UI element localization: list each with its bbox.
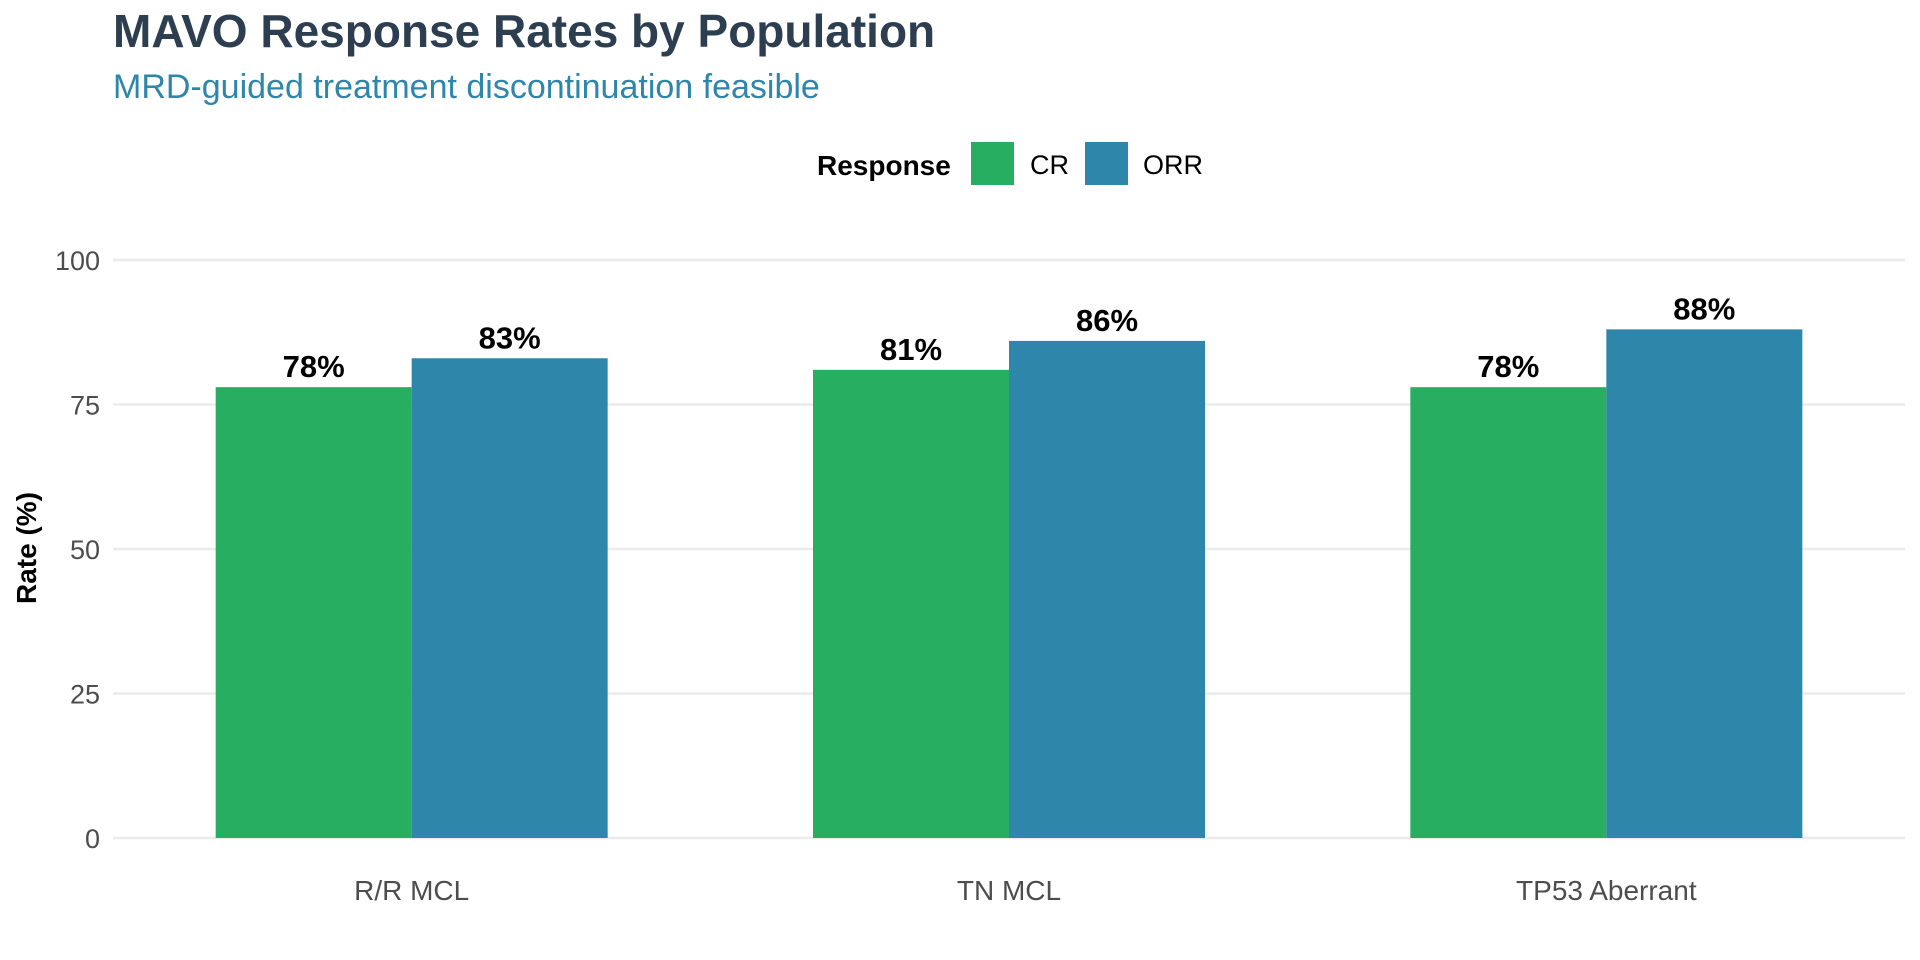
y-tick-label: 50 (70, 535, 100, 565)
chart-subtitle: MRD-guided treatment discontinuation fea… (113, 68, 820, 106)
y-tick-label: 75 (70, 391, 100, 421)
legend-title: Response (817, 150, 951, 181)
bar-cr (813, 369, 1009, 838)
data-label: 86% (1076, 303, 1138, 338)
bar-orr (1606, 329, 1803, 838)
data-label: 81% (880, 332, 942, 367)
bar-cr (215, 387, 412, 838)
x-tick-label: TN MCL (957, 875, 1061, 906)
data-labels: 78% 83% 81% 86% 78% 88% (283, 291, 1736, 384)
y-axis-ticks: 0 25 50 75 100 (55, 246, 100, 854)
y-tick-label: 25 (70, 680, 100, 710)
legend-label-orr: ORR (1143, 150, 1203, 180)
legend: Response CR ORR (817, 142, 1203, 185)
bars (215, 329, 1803, 838)
legend-swatch-cr (971, 142, 1014, 185)
data-label: 83% (479, 320, 541, 355)
bar-orr (1009, 340, 1205, 838)
y-tick-label: 0 (85, 824, 100, 854)
x-tick-label: R/R MCL (354, 875, 469, 906)
data-label: 78% (1477, 349, 1539, 384)
y-axis-title: Rate (%) (11, 492, 42, 604)
legend-label-cr: CR (1030, 150, 1069, 180)
data-label: 78% (283, 349, 345, 384)
y-tick-label: 100 (55, 246, 100, 276)
chart-title: MAVO Response Rates by Population (113, 5, 936, 57)
bar-orr (411, 358, 608, 838)
legend-swatch-orr (1085, 142, 1128, 185)
data-label: 88% (1673, 291, 1735, 326)
x-tick-label: TP53 Aberrant (1516, 875, 1697, 906)
bar-cr (1410, 387, 1607, 838)
x-axis-labels: R/R MCL TN MCL TP53 Aberrant (354, 875, 1697, 906)
